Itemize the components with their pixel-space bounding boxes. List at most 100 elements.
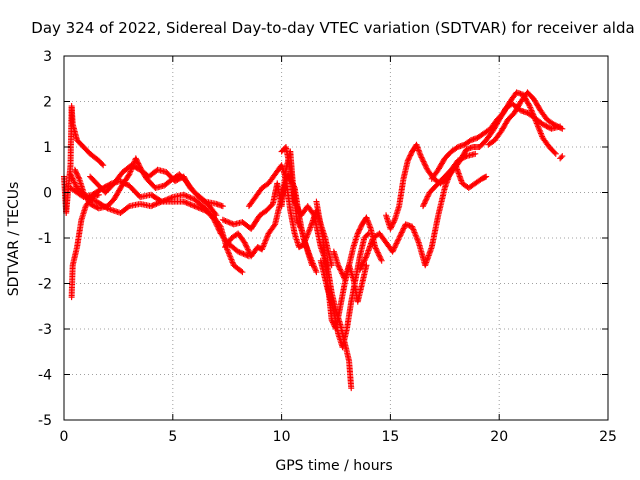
data-point	[242, 240, 249, 247]
data-point	[182, 199, 189, 206]
data-point	[310, 210, 317, 217]
data-point	[533, 118, 540, 125]
data-point	[238, 268, 245, 275]
data-point	[164, 196, 171, 203]
data-point	[188, 195, 195, 202]
data-point	[307, 254, 314, 261]
data-point	[183, 192, 190, 199]
data-point	[261, 240, 268, 247]
data-point	[211, 218, 218, 225]
data-point	[558, 154, 565, 161]
data-point	[212, 219, 219, 226]
data-point	[237, 249, 244, 256]
y-tick-label: -3	[38, 322, 52, 338]
data-point	[219, 203, 226, 210]
data-point	[421, 161, 428, 168]
data-point	[421, 200, 428, 207]
data-point	[420, 203, 427, 210]
data-point	[396, 233, 403, 240]
data-point	[239, 269, 246, 276]
data-point	[259, 244, 266, 251]
y-tick-label: -1	[38, 231, 52, 247]
data-point	[264, 233, 271, 240]
data-point	[338, 269, 345, 276]
data-point	[293, 202, 300, 209]
data-point	[312, 266, 319, 273]
data-point	[306, 227, 313, 234]
data-point	[530, 113, 537, 120]
data-point	[229, 259, 236, 266]
data-point	[360, 258, 367, 265]
data-point	[242, 242, 249, 249]
x-tick-label: 20	[490, 429, 508, 445]
data-point	[180, 191, 187, 198]
data-point	[372, 245, 379, 252]
data-point	[215, 226, 222, 233]
data-point	[74, 173, 81, 180]
data-point	[260, 242, 267, 249]
data-point	[422, 197, 429, 204]
data-point	[311, 264, 318, 271]
data-point	[226, 252, 233, 259]
data-point	[362, 254, 369, 261]
data-point	[406, 153, 413, 160]
data-point	[389, 248, 396, 255]
data-point	[422, 162, 429, 169]
data-point	[184, 193, 191, 200]
data-point	[356, 266, 363, 273]
data-point	[262, 237, 269, 244]
data-point	[235, 248, 242, 255]
data-point	[400, 226, 407, 233]
data-point	[534, 123, 541, 130]
data-point	[227, 255, 234, 262]
data-point	[415, 238, 422, 245]
data-point	[126, 171, 133, 178]
data-point	[182, 192, 189, 199]
data-point	[410, 226, 417, 233]
data-point	[532, 116, 539, 123]
data-point	[409, 225, 416, 232]
data-point	[388, 223, 395, 230]
data-point	[407, 152, 414, 159]
x-tick-label: 15	[381, 429, 399, 445]
data-point	[357, 223, 364, 230]
data-point	[212, 210, 219, 217]
data-point	[527, 104, 534, 111]
data-point	[419, 157, 426, 164]
data-point	[160, 198, 167, 205]
data-point	[213, 220, 220, 227]
data-point	[425, 192, 432, 199]
data-point	[407, 151, 414, 158]
data-point	[413, 235, 420, 242]
data-point	[558, 125, 565, 132]
data-point	[410, 227, 417, 234]
data-point	[356, 226, 363, 233]
data-point	[337, 267, 344, 274]
data-point	[303, 234, 310, 241]
data-point	[309, 258, 316, 265]
data-point	[74, 171, 81, 178]
data-point	[390, 245, 397, 252]
x-tick-label: 0	[60, 429, 69, 445]
data-point	[528, 107, 535, 114]
data-point	[392, 241, 399, 248]
data-point	[300, 240, 307, 247]
data-point	[552, 150, 559, 157]
y-tick-label: -5	[38, 413, 52, 429]
data-point	[68, 174, 75, 181]
data-point	[72, 180, 79, 187]
data-point	[424, 193, 431, 200]
data-point	[148, 203, 155, 210]
data-point	[304, 231, 311, 238]
data-point	[404, 157, 411, 164]
data-point	[527, 105, 534, 112]
data-point	[421, 199, 428, 206]
data-point	[188, 202, 195, 209]
data-point	[194, 204, 201, 211]
data-point	[377, 255, 384, 262]
data-point	[228, 256, 235, 263]
data-point	[271, 222, 278, 229]
data-point	[72, 182, 79, 189]
data-point	[420, 158, 427, 165]
data-point	[227, 253, 234, 260]
